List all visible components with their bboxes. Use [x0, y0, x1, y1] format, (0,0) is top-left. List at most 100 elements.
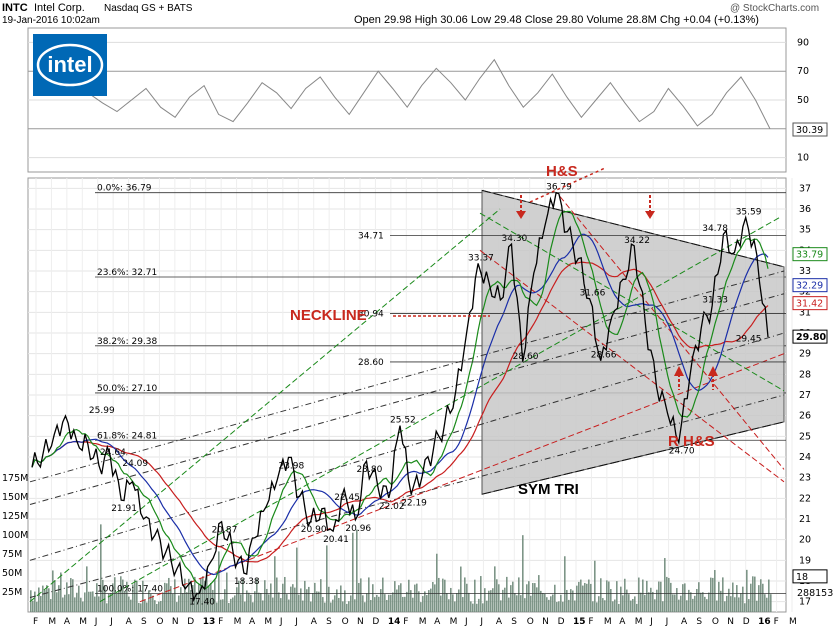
volume-bar [530, 595, 532, 612]
volume-bar [408, 579, 410, 612]
volume-bar [142, 580, 144, 612]
volume-bar [92, 591, 94, 612]
volume-bar [688, 589, 690, 612]
up-arrow-right [708, 366, 718, 376]
price-point-label: 34.30 [502, 234, 528, 244]
volume-bar [692, 598, 694, 612]
volume-bar [596, 602, 598, 612]
volume-bar [188, 578, 190, 612]
time-tick-label: A [434, 617, 441, 626]
volume-bar [384, 594, 386, 612]
price-tick-label: 31 [799, 307, 811, 318]
volume-bar [366, 593, 368, 612]
time-tick-label: 16 [758, 617, 771, 626]
time-tick-label: J [294, 617, 298, 626]
rsi-tick-label: 10 [797, 153, 809, 164]
volume-bar [602, 598, 604, 612]
time-tick-label: J [464, 617, 468, 626]
time-tick-label: D [743, 617, 750, 626]
volume-bar [592, 601, 594, 612]
volume-bar [226, 572, 228, 612]
volume-bar [492, 588, 494, 612]
price-point-label: 20.96 [345, 524, 371, 534]
volume-bar [224, 589, 226, 612]
hs-annotation: H&S [546, 163, 578, 180]
volume-bar [698, 582, 700, 612]
volume-bar [632, 598, 634, 612]
volume-bar [760, 579, 762, 612]
volume-bar [432, 581, 434, 612]
volume-bar [298, 594, 300, 612]
volume-bar [150, 594, 152, 612]
volume-bar [74, 597, 76, 612]
fib-label: 50.0%: 27.10 [97, 384, 158, 394]
volume-bar [400, 583, 402, 612]
volume-bar [456, 593, 458, 612]
volume-bar [252, 602, 254, 612]
volume-bar [304, 580, 306, 612]
time-tick-label: A [681, 617, 688, 626]
volume-bar [546, 597, 548, 612]
fib-label: 0.0%: 36.79 [97, 184, 152, 194]
volume-bar [434, 584, 436, 612]
time-tick-label: M [604, 617, 612, 626]
volume-bar [196, 592, 198, 612]
time-tick-label: 15 [573, 617, 586, 626]
volume-bar [756, 600, 758, 612]
volume-bar [124, 590, 126, 612]
volume-bar [220, 599, 222, 612]
price-point-label: 20.87 [212, 526, 238, 536]
volume-bar [534, 583, 536, 612]
volume-bar [574, 600, 576, 612]
price-tick-label: 17 [799, 597, 811, 608]
volume-bar [324, 602, 326, 612]
volume-bar [162, 592, 164, 612]
rsi-tick-label: 90 [797, 37, 809, 48]
volume-bar [478, 598, 480, 612]
volume-label: Volume [586, 14, 623, 26]
volume-bar [310, 601, 312, 612]
volume-bar [194, 576, 196, 612]
price-point-label: 34.22 [624, 236, 650, 246]
sym-tri-annotation: SYM TRI [518, 481, 579, 498]
volume-bar [752, 576, 754, 612]
volume-bar [332, 599, 334, 612]
price-tick-label: 28 [799, 369, 811, 380]
price-point-label: 22.02 [379, 502, 405, 512]
company-name: Intel Corp. [34, 2, 85, 14]
time-tick-label: O [527, 617, 534, 626]
volume-bar [750, 583, 752, 612]
volume-bar [338, 597, 340, 612]
volume-bar [362, 595, 364, 612]
volume-bar [72, 579, 74, 612]
trend-line [29, 332, 785, 561]
open-label: Open [354, 14, 381, 26]
volume-bar [672, 594, 674, 612]
time-tick-label: N [727, 617, 734, 626]
time-tick-label: D [187, 617, 194, 626]
volume-bar [614, 599, 616, 612]
time-tick-label: J [479, 617, 483, 626]
volume-bar [328, 586, 330, 612]
volume-bar [742, 586, 744, 612]
volume-bar [378, 596, 380, 612]
volume-bar [288, 599, 290, 612]
time-tick-label: F [33, 617, 38, 626]
chg-label: Chg [660, 14, 680, 26]
volume-bar [244, 601, 246, 612]
time-tick-label: S [326, 617, 332, 626]
volume-bar [316, 591, 318, 612]
ma-green-line [31, 210, 769, 590]
price-point-label: 20.90 [301, 525, 327, 535]
volume-bar [420, 602, 422, 612]
price-point-label: 33.37 [468, 253, 494, 263]
volume-bar [106, 603, 108, 612]
volume-bar [182, 593, 184, 612]
time-tick-label: J [649, 617, 653, 626]
exchange-name: Nasdaq GS + BATS [104, 3, 193, 14]
volume-bar [766, 597, 768, 612]
volume-bar [40, 596, 42, 612]
volume-tick-label: 150M [2, 492, 28, 503]
volume-bar [668, 577, 670, 612]
